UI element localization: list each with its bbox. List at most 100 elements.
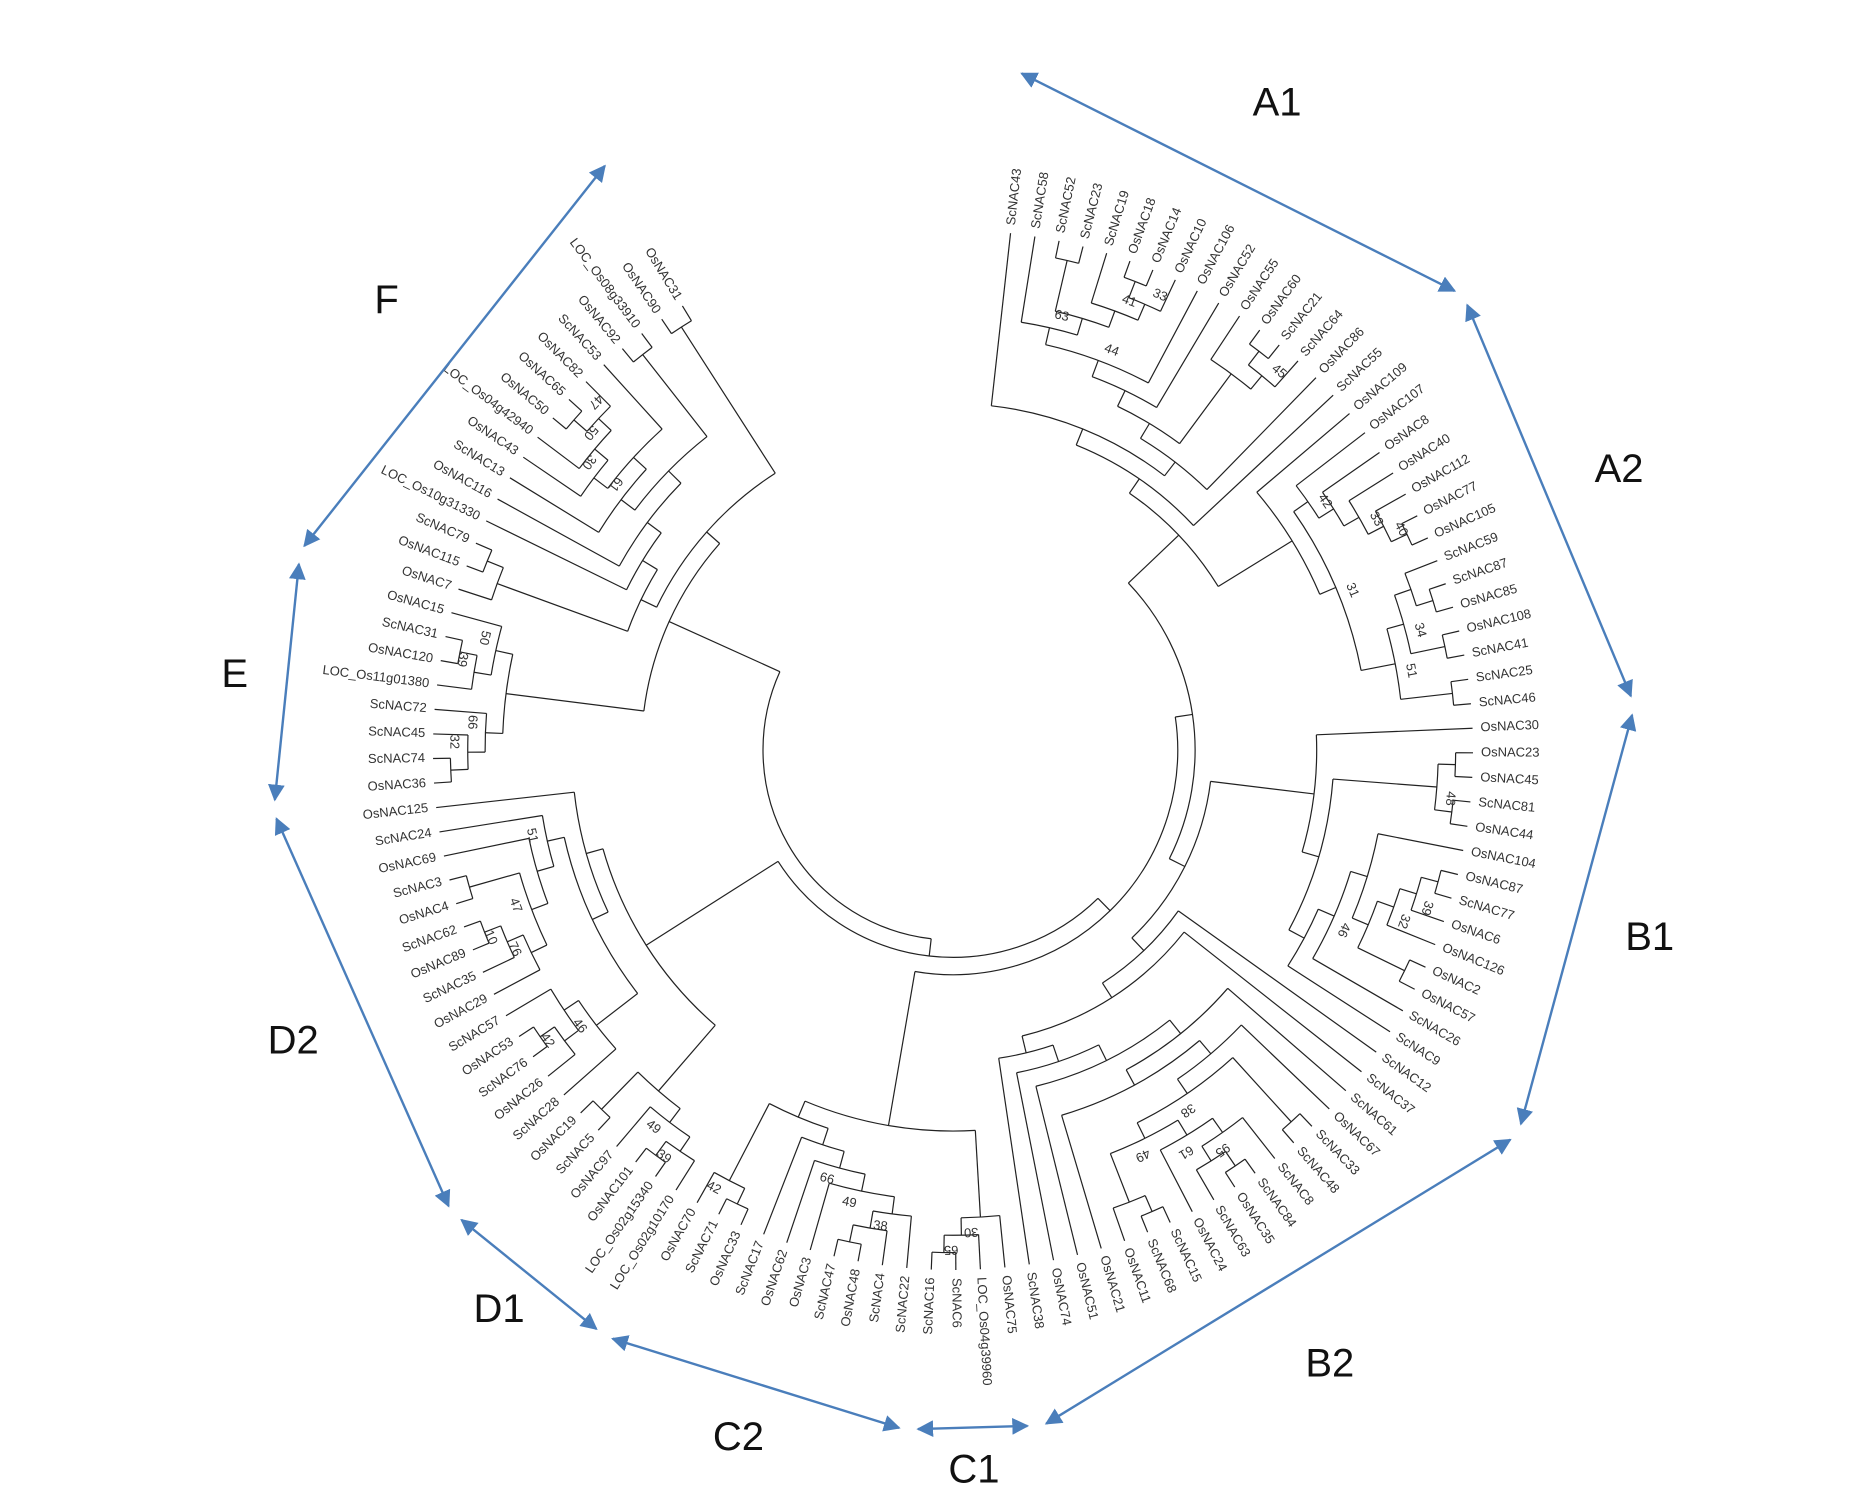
- bootstrap-value: 49: [644, 1116, 665, 1137]
- bootstrap-value: 45: [1269, 360, 1290, 381]
- branch: [740, 1208, 749, 1226]
- leaf-label: ScNAC72: [369, 696, 427, 715]
- bootstrap-value: 51: [524, 826, 542, 843]
- branch: [547, 1053, 576, 1077]
- leaf-label: ScNAC46: [1478, 689, 1536, 709]
- bootstrap-value: 48: [1443, 791, 1459, 807]
- branch: [1316, 727, 1473, 736]
- branch: [445, 635, 463, 641]
- branch: [1098, 1044, 1107, 1061]
- branch: [1295, 432, 1366, 487]
- branch: [1206, 377, 1317, 491]
- leaf-label: ScNAC31: [381, 614, 440, 641]
- branch-arc: [777, 861, 1099, 958]
- branch: [640, 599, 657, 608]
- branch-arc: [1312, 871, 1352, 959]
- branch: [857, 1244, 862, 1262]
- branch: [1045, 327, 1051, 345]
- branch: [1242, 1117, 1276, 1159]
- branch: [509, 477, 600, 533]
- branch: [443, 837, 530, 857]
- bootstrap-value: 39: [454, 652, 471, 669]
- branch-arc: [1016, 1044, 1100, 1074]
- branch-arc: [1127, 582, 1196, 859]
- branch: [668, 620, 781, 673]
- branch: [1091, 360, 1099, 377]
- branch: [1454, 775, 1473, 779]
- branch: [1176, 1078, 1188, 1094]
- branch: [1318, 508, 1334, 519]
- leaf-label: OsNAC62: [757, 1248, 790, 1308]
- branch: [1312, 958, 1404, 1012]
- bootstrap-value: 66: [818, 1169, 836, 1187]
- branch: [1108, 310, 1116, 328]
- branch: [1404, 560, 1438, 574]
- branch: [1248, 329, 1261, 345]
- branch: [1169, 858, 1186, 868]
- leaf-label: LOC_Os04g39960: [974, 1277, 995, 1386]
- leaf-label: ScNAC25: [1475, 662, 1534, 685]
- leaf-label: OsNAC108: [1465, 606, 1532, 636]
- leaf-label: OsNAC51: [1073, 1261, 1102, 1321]
- branch: [633, 457, 647, 470]
- branch: [1287, 965, 1391, 1033]
- bootstrap-value: 42: [704, 1177, 724, 1197]
- leaf-label: ScNAC43: [1003, 168, 1024, 226]
- branch: [1193, 394, 1334, 527]
- branch: [887, 971, 916, 1126]
- leaf-label: OsNAC104: [1470, 844, 1537, 871]
- leaf-label: ScNAC77: [1457, 892, 1516, 923]
- branch: [505, 693, 644, 712]
- branch: [458, 588, 492, 601]
- leaf-label: ScNAC38: [1024, 1271, 1047, 1330]
- branch: [620, 499, 636, 511]
- leaf-label: ScNAC23: [1077, 181, 1106, 240]
- bootstrap-value: 38: [1178, 1101, 1198, 1122]
- branch: [495, 650, 513, 655]
- branch: [728, 1103, 770, 1181]
- leaf-label: OsNAC11: [1121, 1246, 1154, 1305]
- branch: [1438, 763, 1456, 766]
- branch: [1035, 1086, 1079, 1256]
- branch: [472, 942, 490, 951]
- clade-label: B1: [1625, 915, 1674, 959]
- branch: [1162, 1206, 1171, 1223]
- branch: [433, 733, 468, 736]
- branch: [487, 560, 504, 569]
- bootstrap-value: 31: [1343, 580, 1362, 599]
- branch: [1267, 344, 1280, 359]
- bootstrap-value: 40: [1392, 519, 1412, 539]
- branch: [451, 612, 502, 628]
- branch: [1410, 909, 1445, 923]
- branch: [1139, 423, 1150, 439]
- bootstrap-value: 46: [1335, 921, 1355, 940]
- branch-arc: [656, 472, 776, 608]
- leaf-label: OsNAC21: [1097, 1254, 1128, 1314]
- branch: [1416, 600, 1434, 607]
- leaf-label: OsNAC75: [999, 1275, 1020, 1335]
- branch: [658, 1024, 716, 1092]
- branch: [906, 1215, 912, 1268]
- leaf-label: OsNAC87: [1464, 868, 1524, 897]
- branch: [1021, 1035, 1027, 1054]
- branch: [1177, 910, 1377, 1053]
- clade-arrow: [1516, 713, 1637, 1126]
- clade-arrow: [460, 1218, 598, 1331]
- branch: [1101, 982, 1113, 998]
- branch: [675, 1160, 696, 1191]
- leaf-label: ScNAC4: [866, 1272, 888, 1323]
- branch: [635, 1147, 647, 1163]
- branch: [1052, 1044, 1060, 1062]
- clade-arrow: [611, 1335, 901, 1432]
- leaf-label: OsNAC7: [400, 563, 453, 593]
- leaf-label: OsNAC74: [1049, 1266, 1075, 1326]
- branch: [1169, 1019, 1182, 1034]
- branch: [1367, 525, 1384, 535]
- branch: [1318, 908, 1335, 917]
- branch: [1240, 1024, 1330, 1110]
- branch: [1421, 876, 1439, 883]
- branch: [552, 417, 567, 430]
- branch: [736, 1188, 746, 1205]
- branch: [1112, 1207, 1126, 1242]
- branch: [1377, 833, 1464, 852]
